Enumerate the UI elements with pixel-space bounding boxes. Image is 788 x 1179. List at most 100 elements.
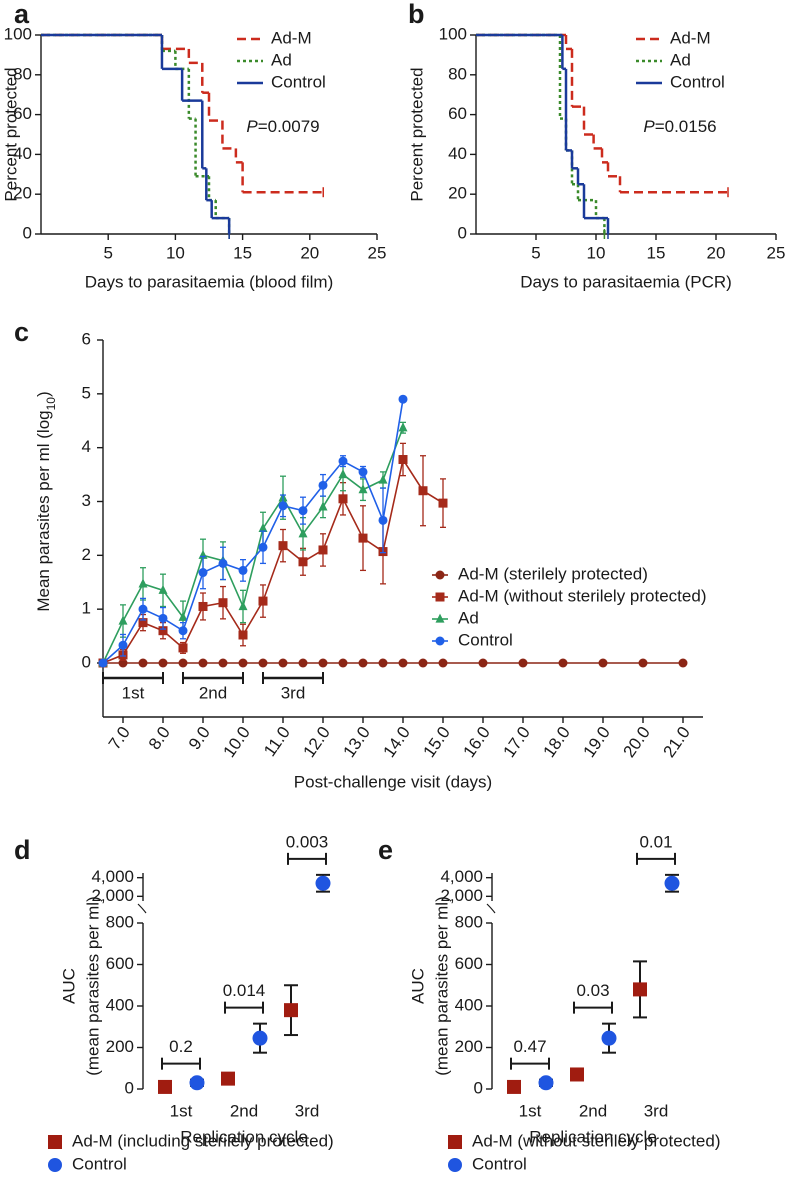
y-tick-label: 4 — [82, 437, 91, 456]
data-point — [138, 618, 148, 628]
data-point — [438, 498, 448, 508]
cycle-label: 2nd — [199, 683, 227, 702]
x-tick-label: 2nd — [230, 1101, 258, 1120]
panel-label: a — [14, 0, 30, 29]
data-point — [238, 630, 248, 640]
panel-label: e — [378, 835, 393, 865]
y-tick-label: 80 — [13, 64, 32, 83]
x-tick-label: 10.0 — [219, 723, 254, 761]
p-value: =0.0156 — [655, 117, 717, 136]
data-point — [218, 598, 228, 608]
panel-label: b — [408, 0, 425, 29]
p-value-annotation: P=0.0156 — [643, 117, 716, 136]
y-axis-label: Mean parasites per ml (log10) — [34, 391, 58, 611]
data-point — [538, 1075, 554, 1091]
data-point — [178, 626, 188, 636]
x-tick-label: 8.0 — [145, 723, 174, 753]
x-tick-label: 10 — [587, 243, 606, 262]
y-tick-label: 2,000 — [440, 886, 483, 905]
y-tick-label: 600 — [455, 954, 483, 973]
x-axis-label: Days to parasitaemia (blood film) — [85, 272, 333, 291]
legend-label: Control — [472, 1154, 527, 1173]
data-point — [298, 506, 308, 516]
panel-label: d — [14, 835, 31, 865]
x-tick-label: 9.0 — [185, 723, 214, 753]
data-point — [138, 604, 148, 614]
data-point — [507, 1079, 521, 1094]
data-point — [418, 658, 428, 668]
y-tick-label: 400 — [106, 995, 134, 1014]
x-tick-label: 15 — [233, 243, 252, 262]
legend-label: Ad — [670, 50, 691, 69]
x-tick-label: 2nd — [579, 1101, 607, 1120]
data-point — [238, 601, 248, 611]
legend-marker — [435, 592, 445, 602]
x-tick-label: 5 — [531, 243, 540, 262]
y-tick-label: 100 — [4, 24, 32, 43]
y-tick-label: 80 — [448, 64, 467, 83]
data-point — [284, 1003, 298, 1018]
legend-label: Ad-M — [271, 28, 312, 47]
y-axis-label-end: ) — [34, 391, 53, 397]
data-point — [158, 1079, 172, 1094]
legend-label: Ad — [271, 50, 292, 69]
legend-label: Control — [670, 72, 725, 91]
data-point — [298, 658, 308, 668]
y-tick-label: 60 — [13, 104, 32, 123]
p-value-label: 0.2 — [169, 1037, 193, 1056]
p-value-label: 0.003 — [286, 832, 329, 851]
data-point — [138, 658, 148, 668]
axis-break — [137, 903, 147, 914]
data-point — [398, 394, 408, 404]
y-tick-label: 200 — [455, 1037, 483, 1056]
x-tick-label: 11.0 — [260, 723, 294, 760]
y-tick-label: 4,000 — [440, 867, 483, 886]
data-point — [178, 643, 188, 653]
data-point — [358, 533, 368, 543]
p-value-label: 0.01 — [639, 832, 672, 851]
x-tick-label: 1st — [170, 1101, 193, 1120]
panel-label: c — [14, 317, 29, 347]
y-axis-label: AUC — [59, 968, 78, 1004]
x-tick-label: 18.0 — [539, 723, 574, 761]
legend-marker — [435, 570, 445, 580]
data-point — [252, 1030, 268, 1046]
x-tick-label: 7.0 — [105, 723, 134, 753]
legend-marker — [48, 1158, 62, 1172]
x-tick-label: 20.0 — [619, 723, 654, 761]
y-tick-label: 40 — [448, 144, 467, 163]
y-axis-label-text: Mean parasites per ml (log — [34, 410, 53, 611]
series-line — [102, 399, 404, 664]
data-point — [398, 455, 408, 465]
legend-label: Control — [458, 630, 513, 649]
data-point — [198, 601, 208, 611]
data-point — [398, 658, 408, 668]
data-point — [158, 626, 168, 636]
data-point — [318, 501, 328, 511]
x-tick-label: 15 — [647, 243, 666, 262]
data-point — [298, 557, 308, 567]
data-point — [238, 658, 248, 668]
axis-break — [486, 903, 496, 914]
legend-label: Ad-M — [670, 28, 711, 47]
data-point — [158, 584, 168, 594]
x-tick-label: 19.0 — [579, 723, 614, 761]
data-point — [378, 658, 388, 668]
cycle-label: 1st — [122, 683, 145, 702]
legend-label: Control — [271, 72, 326, 91]
legend-label: Ad-M (without sterilely protected) — [458, 586, 706, 605]
x-tick-label: 3rd — [295, 1101, 320, 1120]
series-line — [102, 427, 404, 664]
data-point — [601, 1030, 617, 1046]
data-point — [158, 613, 168, 623]
y-axis-label: AUC — [408, 968, 427, 1004]
data-point — [178, 658, 188, 668]
x-tick-label: 15.0 — [419, 723, 454, 761]
y-tick-label: 600 — [106, 954, 134, 973]
x-tick-label: 12.0 — [299, 723, 334, 761]
data-point — [198, 658, 208, 668]
y-tick-label: 0 — [82, 652, 91, 671]
data-point — [258, 658, 268, 668]
data-point — [398, 422, 408, 432]
